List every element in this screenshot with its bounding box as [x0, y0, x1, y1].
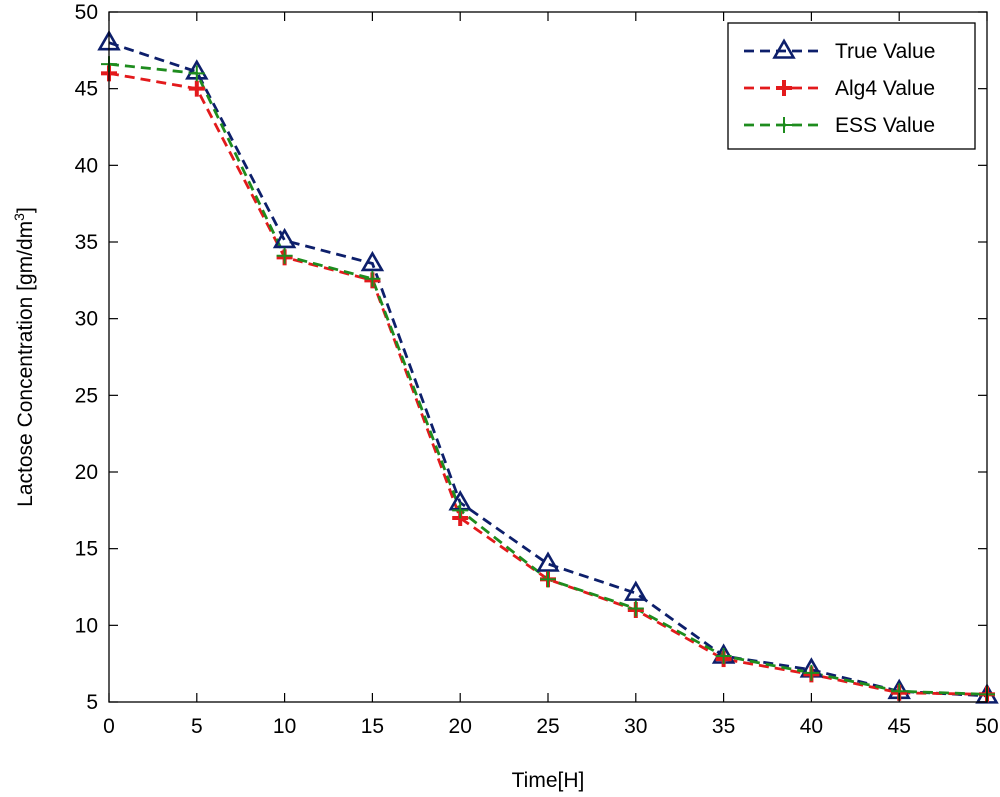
y-tick-label-40: 40 [75, 154, 98, 177]
x-tick-label-5: 5 [191, 715, 203, 738]
y-axis-title-superscript: 3 [11, 213, 27, 221]
data-point-true-value-25 [536, 551, 560, 572]
y-axis-title-close: ] [14, 207, 37, 213]
y-tick-label-5: 5 [86, 691, 98, 714]
legend: True Value Alg4 Value ESS Value [727, 22, 976, 150]
y-tick-label-50: 50 [75, 1, 98, 24]
data-point-true-value-10 [272, 227, 297, 249]
legend-label-true-value: True Value [835, 40, 935, 63]
data-point-ess-value-10 [276, 247, 293, 264]
x-tick-label-10: 10 [273, 715, 296, 738]
y-axis-title: Lactose Concentration [gm/dm3] [11, 207, 37, 507]
legend-marker-ess-value [776, 117, 792, 133]
x-tick-label-50: 50 [975, 715, 998, 738]
x-tick-label-0: 0 [103, 715, 115, 738]
y-tick-label-10: 10 [75, 614, 98, 637]
y-tick-label-15: 15 [75, 538, 98, 561]
x-tick-label-20: 20 [449, 715, 472, 738]
data-point-alg4-value-5 [188, 80, 205, 97]
data-point-ess-value-40 [803, 664, 820, 681]
x-tick-label-25: 25 [536, 715, 559, 738]
y-tick-label-25: 25 [75, 384, 98, 407]
legend-marker-true-value [772, 38, 796, 59]
x-tick-label-35: 35 [712, 715, 735, 738]
y-tick-label-20: 20 [75, 461, 98, 484]
data-point-ess-value-15 [364, 270, 381, 287]
x-tick-label-40: 40 [800, 715, 823, 738]
x-tick-label-15: 15 [361, 715, 384, 738]
y-tick-label-45: 45 [75, 78, 98, 101]
ticks-layer [108, 11, 988, 703]
data-point-ess-value-5 [188, 65, 205, 82]
series-line-alg4-value [108, 71, 988, 696]
data-point-true-value-30 [624, 580, 648, 601]
data-point-ess-value-35 [715, 648, 732, 664]
legend-label-alg4-value: Alg4 Value [835, 77, 935, 100]
x-tick-label-45: 45 [888, 715, 911, 738]
data-point-true-value-15 [360, 250, 385, 272]
data-point-ess-value-20 [452, 502, 469, 519]
x-tick-label-30: 30 [624, 715, 647, 738]
data-point-ess-value-25 [540, 571, 556, 588]
legend-box [727, 22, 976, 150]
legend-label-ess-value: ESS Value [835, 114, 935, 137]
y-tick-label-35: 35 [75, 231, 98, 254]
y-tick-label-30: 30 [75, 308, 98, 331]
legend-marker-alg4-value [776, 80, 792, 96]
y-axis-title-main: Lactose Concentration [gm/dm [14, 221, 37, 507]
x-axis-title: Time[H] [512, 769, 585, 792]
data-point-ess-value-30 [627, 600, 644, 617]
